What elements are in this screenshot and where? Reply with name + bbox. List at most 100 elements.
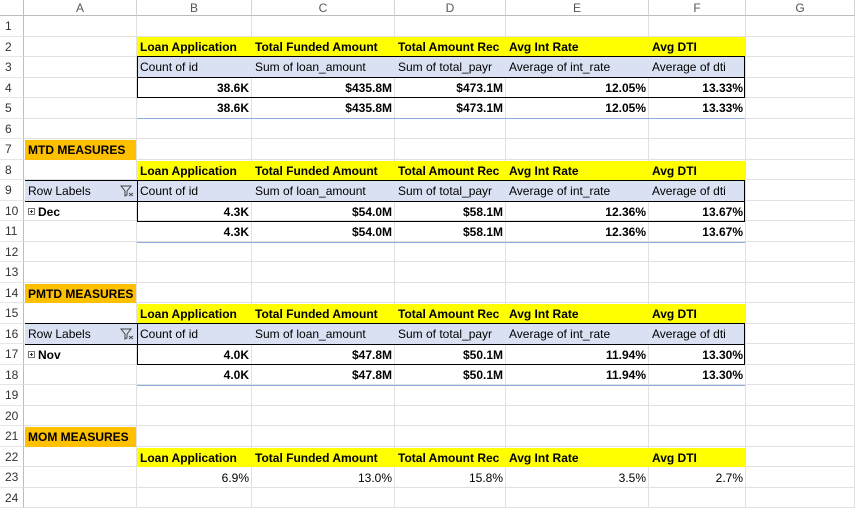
gridline <box>24 405 855 406</box>
row-header[interactable]: 14 <box>0 283 24 303</box>
row-item-nov[interactable]: Nov <box>25 345 137 364</box>
border <box>137 242 745 243</box>
value-cell[interactable]: $435.8M <box>345 80 392 95</box>
row-header[interactable]: 15 <box>0 303 24 324</box>
select-all-corner[interactable] <box>0 0 24 16</box>
gridline <box>505 16 506 508</box>
value-cell[interactable]: $50.1M <box>462 347 503 362</box>
row-header[interactable]: 23 <box>0 467 24 488</box>
subheader-avg-int[interactable]: Average of int_rate <box>509 327 611 341</box>
row-labels-header[interactable]: Row Labels <box>25 181 137 201</box>
row-header[interactable]: 11 <box>0 221 24 242</box>
value-cell[interactable]: $435.8M <box>345 101 392 115</box>
filter-icon[interactable] <box>120 328 134 340</box>
row-header[interactable]: 16 <box>0 324 24 344</box>
gridline <box>24 36 855 37</box>
subheader-sum-loan[interactable]: Sum of loan_amount <box>255 184 366 198</box>
column-header-d[interactable]: D <box>395 0 506 16</box>
subheader-count[interactable]: Count of id <box>140 184 199 198</box>
row-header[interactable]: 9 <box>0 180 24 201</box>
column-header-g[interactable]: G <box>746 0 855 16</box>
row-header[interactable]: 1 <box>0 16 24 37</box>
value-cell[interactable]: 38.6K <box>216 80 249 95</box>
expand-icon[interactable] <box>28 208 35 215</box>
row-header[interactable]: 21 <box>0 426 24 447</box>
gridline <box>24 446 855 447</box>
row-item-dec[interactable]: Dec <box>25 202 137 221</box>
subheader-sum-total[interactable]: Sum of total_payr <box>398 184 493 198</box>
subheader-avg-dti[interactable]: Average of dti <box>652 60 726 74</box>
border <box>137 56 138 97</box>
value-cell[interactable]: $58.1M <box>462 204 503 219</box>
value-cell[interactable]: 4.0K <box>223 347 249 362</box>
value-cell[interactable]: 4.0K <box>223 368 249 382</box>
row-header[interactable]: 13 <box>0 262 24 283</box>
value-cell[interactable]: 12.36% <box>605 225 646 239</box>
column-header-c[interactable]: C <box>252 0 395 16</box>
column-header-b[interactable]: B <box>137 0 252 16</box>
row-header[interactable]: 4 <box>0 78 24 98</box>
value-cell[interactable]: 12.05% <box>605 101 646 115</box>
value-cell[interactable]: 13.33% <box>702 101 743 115</box>
value-cell[interactable]: 15.8% <box>468 471 503 485</box>
row-header[interactable]: 7 <box>0 139 24 160</box>
subheader-sum-loan[interactable]: Sum of loan_amount <box>255 327 366 341</box>
value-cell[interactable]: 11.94% <box>605 347 646 362</box>
value-cell[interactable]: 6.9% <box>221 471 249 485</box>
value-cell[interactable]: 13.33% <box>702 80 743 95</box>
gridline <box>251 16 252 508</box>
value-cell[interactable]: $54.0M <box>351 204 392 219</box>
row-header[interactable]: 2 <box>0 37 24 57</box>
row-header[interactable]: 19 <box>0 385 24 406</box>
row-labels-header[interactable]: Row Labels <box>25 324 137 344</box>
subheader-avg-int[interactable]: Average of int_rate <box>509 184 611 198</box>
subheader-sum-total[interactable]: Sum of total_payr <box>398 60 493 74</box>
row-header[interactable]: 20 <box>0 406 24 426</box>
border <box>137 56 745 57</box>
row-header[interactable]: 17 <box>0 344 24 365</box>
value-cell[interactable]: 13.67% <box>702 204 743 219</box>
border <box>137 221 745 222</box>
subheader-count[interactable]: Count of id <box>140 60 199 74</box>
value-cell[interactable]: $473.1M <box>456 101 503 115</box>
subheader-avg-int[interactable]: Average of int_rate <box>509 60 611 74</box>
subheader-sum-total[interactable]: Sum of total_payr <box>398 327 493 341</box>
subheader-avg-dti[interactable]: Average of dti <box>652 327 726 341</box>
expand-icon[interactable] <box>28 351 35 358</box>
value-cell[interactable]: 4.3K <box>223 225 249 239</box>
subheader-avg-dti[interactable]: Average of dti <box>652 184 726 198</box>
value-cell[interactable]: 12.05% <box>605 80 646 95</box>
row-header[interactable]: 6 <box>0 119 24 139</box>
value-cell[interactable]: 3.5% <box>618 471 646 485</box>
row-header[interactable]: 22 <box>0 447 24 467</box>
value-cell[interactable]: $47.8M <box>351 347 392 362</box>
value-cell[interactable]: 11.94% <box>605 368 646 382</box>
row-header[interactable]: 24 <box>0 488 24 508</box>
value-cell[interactable]: 13.30% <box>702 347 743 362</box>
row-header[interactable]: 12 <box>0 242 24 262</box>
row-header[interactable]: 10 <box>0 201 24 221</box>
row-header[interactable]: 5 <box>0 98 24 119</box>
subheader-sum-loan[interactable]: Sum of loan_amount <box>255 60 366 74</box>
value-cell[interactable]: 4.3K <box>223 204 249 219</box>
column-header-a[interactable]: A <box>24 0 137 16</box>
row-header[interactable]: 8 <box>0 160 24 180</box>
value-cell[interactable]: 13.67% <box>702 225 743 239</box>
value-cell[interactable]: $50.1M <box>462 368 503 382</box>
value-cell[interactable]: $47.8M <box>351 368 392 382</box>
value-cell[interactable]: $473.1M <box>456 80 503 95</box>
value-cell[interactable]: 2.7% <box>715 471 743 485</box>
row-header[interactable]: 18 <box>0 365 24 385</box>
value-cell[interactable]: 38.6K <box>216 101 249 115</box>
row-header[interactable]: 3 <box>0 57 24 78</box>
value-cell[interactable]: 13.0% <box>357 471 392 485</box>
value-cell[interactable]: 12.36% <box>605 204 646 219</box>
value-cell[interactable]: $54.0M <box>351 225 392 239</box>
subheader-count[interactable]: Count of id <box>140 327 199 341</box>
value-cell[interactable]: 13.30% <box>702 368 743 382</box>
column-header-e[interactable]: E <box>506 0 649 16</box>
column-header-f[interactable]: F <box>649 0 746 16</box>
filter-icon[interactable] <box>120 185 134 197</box>
value-cell[interactable]: $58.1M <box>462 225 503 239</box>
